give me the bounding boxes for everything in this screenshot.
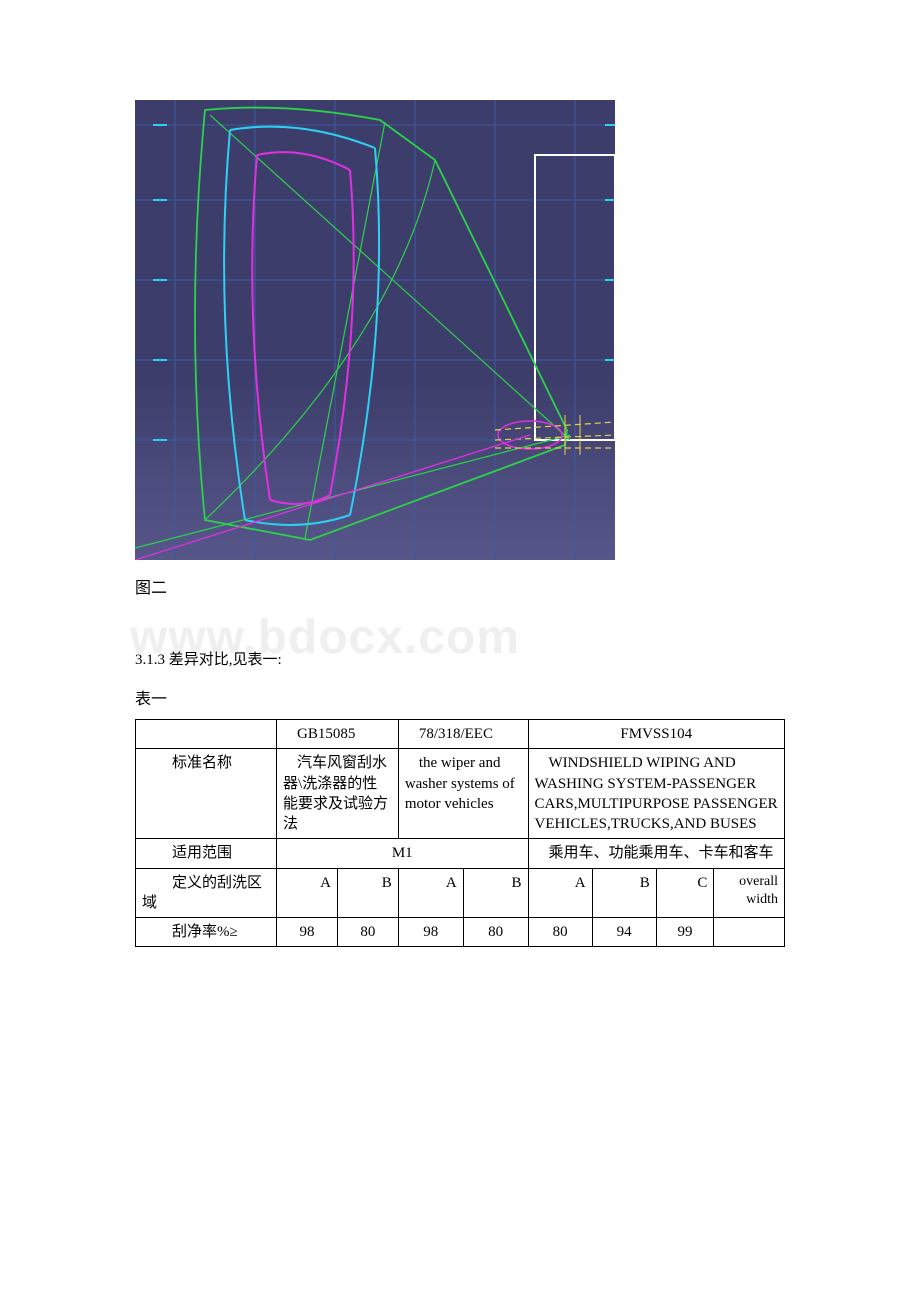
cell-text: A	[446, 875, 457, 891]
cell-text: B	[512, 875, 522, 891]
cad-diagram	[135, 100, 615, 560]
row-label: 标准名称	[142, 753, 270, 773]
cell-text: B	[382, 875, 392, 891]
cell-text: B	[640, 875, 650, 891]
figure-caption: 图二	[135, 574, 785, 598]
cell-text: 80	[553, 924, 568, 940]
table-row: GB15085 78/318/EEC FMVSS104	[136, 720, 785, 749]
row-label: 刮净率%≥	[142, 922, 270, 942]
cell-text: 汽车风窗刮水器\洗涤器的性能要求及试验方法	[283, 755, 388, 832]
section-heading: 3.1.3 差异对比,见表一:	[135, 648, 785, 669]
cell-text: 乘用车、功能乘用车、卡车和客车	[535, 845, 774, 861]
table-row: 适用范围 M1 乘用车、功能乘用车、卡车和客车	[136, 839, 785, 868]
cell-text: WINDSHIELD WIPING AND WASHING SYSTEM-PAS…	[535, 755, 778, 832]
cell-text: A	[575, 875, 586, 891]
table-row: 定义的刮洗区域 A B A B A B C overall width	[136, 868, 785, 918]
cell-text: C	[697, 875, 707, 891]
table-label: 表一	[135, 685, 785, 709]
cell-text: 99	[678, 924, 693, 940]
cell-text: M1	[392, 845, 413, 861]
cell-text: overall width	[739, 874, 778, 908]
table-row: 标准名称 汽车风窗刮水器\洗涤器的性能要求及试验方法 the wiper and…	[136, 749, 785, 839]
cell-text: the wiper and washer systems of motor ve…	[405, 755, 515, 812]
cell-text: A	[320, 875, 331, 891]
row-label: 适用范围	[142, 843, 270, 863]
cell-text: 98	[299, 924, 314, 940]
table-row: 刮净率%≥ 98 80 98 80 80 94 99	[136, 918, 785, 947]
header-gb: GB15085	[283, 726, 355, 742]
comparison-table: GB15085 78/318/EEC FMVSS104 标准名称 汽车风窗刮水器…	[135, 719, 785, 947]
cell-text: 94	[617, 924, 632, 940]
cell-text: 98	[423, 924, 438, 940]
cell-text: 80	[488, 924, 503, 940]
header-fmvss: FMVSS104	[620, 726, 692, 742]
header-eec: 78/318/EEC	[405, 726, 493, 742]
cell-text: 80	[360, 924, 375, 940]
row-label: 定义的刮洗区域	[142, 873, 270, 914]
